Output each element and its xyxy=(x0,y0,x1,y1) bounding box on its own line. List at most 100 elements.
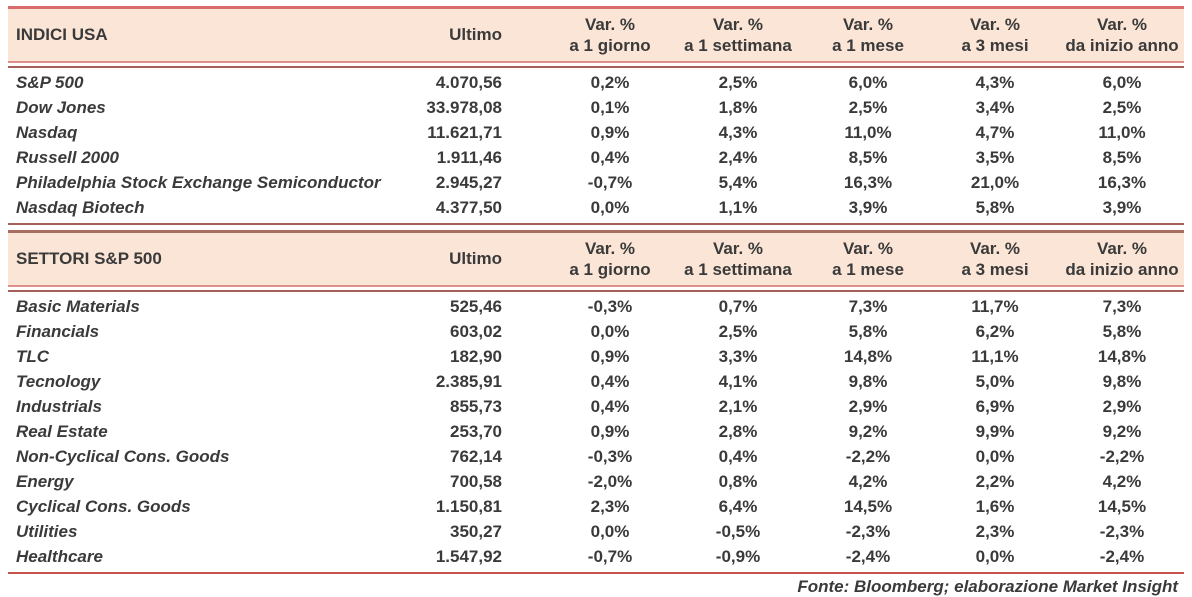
ultimo-value: 33.978,08 xyxy=(426,97,502,117)
var-percent-value: 0,0% xyxy=(590,197,630,217)
var-percent-value: 0,4% xyxy=(590,371,630,391)
table-row: Utilities 350,27 0,0% -0,5% -2,3% 2,3% -2,3% xyxy=(8,519,1184,544)
var-percent-value: 6,2% xyxy=(975,321,1015,341)
row-label: Energy xyxy=(16,471,74,491)
ultimo-value: 1.547,92 xyxy=(435,546,502,566)
section-title: SETTORI S&P 500 xyxy=(16,249,162,268)
row-label: Tecnology xyxy=(16,371,101,391)
var-percent-value: 9,8% xyxy=(1102,371,1142,391)
var-percent-value: 8,5% xyxy=(1102,147,1142,167)
row-label: Nasdaq Biotech xyxy=(16,197,145,217)
var-percent-value: 0,4% xyxy=(590,147,630,167)
ultimo-value: 700,58 xyxy=(450,471,502,491)
var-percent-value: 0,0% xyxy=(975,446,1015,466)
var-percent-value: -0,7% xyxy=(587,172,633,192)
var-percent-value: 14,8% xyxy=(1097,346,1147,366)
var-percent-value: 14,5% xyxy=(1097,496,1147,516)
ultimo-value: 1.911,46 xyxy=(436,147,502,167)
table-row: Industrials 855,73 0,4% 2,1% 2,9% 6,9% 2,9% xyxy=(8,394,1184,419)
column-header-var-1-mese: Var. % a 1 mese xyxy=(832,239,904,279)
row-label: Financials xyxy=(16,321,100,341)
table-row: Basic Materials 525,46 -0,3% 0,7% 7,3% 11,7% 7… xyxy=(8,294,1184,319)
table-row: TLC 182,90 0,9% 3,3% 14,8% 11,1% 14,8% xyxy=(8,344,1184,369)
var-percent-value: 2,4% xyxy=(718,147,758,167)
var-percent-value: 11,7% xyxy=(971,296,1019,316)
var-percent-value: 0,7% xyxy=(718,296,758,316)
row-label: Russell 2000 xyxy=(16,147,120,167)
var-percent-value: 14,8% xyxy=(843,346,893,366)
ultimo-value: 4.377,50 xyxy=(435,197,502,217)
row-label: TLC xyxy=(16,346,50,366)
indici-usa-table: S&P 500 4.070,56 0,2% 2,5% 6,0% 4,3% 6,0% Dow J… xyxy=(8,70,1184,220)
var-percent-value: 11,0% xyxy=(844,122,892,142)
var-percent-value: 0,4% xyxy=(590,396,630,416)
var-percent-value: 3,3% xyxy=(718,346,758,366)
row-label: Non-Cyclical Cons. Goods xyxy=(16,446,230,466)
var-percent-value: -2,4% xyxy=(1099,546,1145,566)
var-percent-value: -0,9% xyxy=(715,546,761,566)
var-percent-value: 1,6% xyxy=(975,496,1015,516)
var-percent-value: 4,2% xyxy=(1102,471,1142,491)
var-percent-value: 0,4% xyxy=(718,446,758,466)
settori-sp500-header: SETTORI S&P 500 Ultimo Var. % a 1 giorno… xyxy=(8,230,1184,285)
var-percent-value: 6,4% xyxy=(718,496,758,516)
var-percent-value: 14,5% xyxy=(843,496,893,516)
table-row: Nasdaq Biotech 4.377,50 0,0% 1,1% 3,9% 5,8% 3,… xyxy=(8,195,1184,220)
var-percent-value: 3,9% xyxy=(1102,197,1142,217)
column-header-var-inizio-anno: Var. % da inizio anno xyxy=(1065,15,1179,55)
var-percent-value: 4,7% xyxy=(975,122,1015,142)
ultimo-value: 182,90 xyxy=(450,346,502,366)
ultimo-value: 2.385,91 xyxy=(435,371,502,391)
header-divider xyxy=(8,61,1184,68)
column-header-var-3-mesi: Var. % a 3 mesi xyxy=(961,15,1029,55)
var-percent-value: 16,3% xyxy=(843,172,893,192)
table-row: Cyclical Cons. Goods 1.150,81 2,3% 6,4% 14,5… xyxy=(8,494,1184,519)
column-header-var-1-giorno: Var. % a 1 giorno xyxy=(569,15,651,55)
table-row: Nasdaq 11.621,71 0,9% 4,3% 11,0% 4,7% 11,0% xyxy=(8,120,1184,145)
var-percent-value: 2,5% xyxy=(718,72,758,92)
column-header-ultimo: Ultimo xyxy=(449,25,502,44)
section-title: INDICI USA xyxy=(16,25,108,44)
var-percent-value: 4,3% xyxy=(718,122,758,142)
ultimo-value: 350,27 xyxy=(450,521,502,541)
var-percent-value: 2,8% xyxy=(718,421,758,441)
table-row: Dow Jones 33.978,08 0,1% 1,8% 2,5% 3,4% 2,5% xyxy=(8,95,1184,120)
var-percent-value: 5,8% xyxy=(1102,321,1142,341)
ultimo-value: 2.945,27 xyxy=(435,172,502,192)
var-percent-value: 6,9% xyxy=(975,396,1015,416)
var-percent-value: 2,1% xyxy=(718,396,758,416)
var-percent-value: -0,3% xyxy=(587,296,633,316)
var-percent-value: 5,4% xyxy=(718,172,758,192)
row-label: S&P 500 xyxy=(16,72,84,92)
var-percent-value: 9,2% xyxy=(1102,421,1142,441)
column-header-ultimo: Ultimo xyxy=(449,249,502,268)
row-label: Real Estate xyxy=(16,421,108,441)
var-percent-value: 2,3% xyxy=(975,521,1015,541)
var-percent-value: -2,4% xyxy=(845,546,891,566)
var-percent-value: 11,1% xyxy=(971,346,1019,366)
var-percent-value: 0,9% xyxy=(590,122,630,142)
var-percent-value: 1,8% xyxy=(718,97,758,117)
var-percent-value: 5,8% xyxy=(975,197,1015,217)
ultimo-value: 762,14 xyxy=(450,446,502,466)
var-percent-value: 5,8% xyxy=(848,321,888,341)
table-row: S&P 500 4.070,56 0,2% 2,5% 6,0% 4,3% 6,0% xyxy=(8,70,1184,95)
ultimo-value: 253,70 xyxy=(450,421,502,441)
table-row: Tecnology 2.385,91 0,4% 4,1% 9,8% 5,0% 9,8% xyxy=(8,369,1184,394)
var-percent-value: 4,1% xyxy=(718,371,758,391)
row-label: Healthcare xyxy=(16,546,103,566)
var-percent-value: 2,5% xyxy=(848,97,888,117)
column-header-var-3-mesi: Var. % a 3 mesi xyxy=(961,239,1029,279)
ultimo-value: 603,02 xyxy=(450,321,502,341)
var-percent-value: 3,5% xyxy=(975,147,1015,167)
var-percent-value: 21,0% xyxy=(970,172,1020,192)
row-label: Industrials xyxy=(16,396,102,416)
row-label: Nasdaq xyxy=(16,122,78,142)
ultimo-value: 525,46 xyxy=(450,296,502,316)
var-percent-value: 0,2% xyxy=(590,72,630,92)
var-percent-value: 2,3% xyxy=(590,496,630,516)
var-percent-value: 0,9% xyxy=(590,421,630,441)
column-header-var-1-mese: Var. % a 1 mese xyxy=(832,15,904,55)
table-row: Financials 603,02 0,0% 2,5% 5,8% 6,2% 5,8% xyxy=(8,319,1184,344)
var-percent-value: 2,5% xyxy=(718,321,758,341)
